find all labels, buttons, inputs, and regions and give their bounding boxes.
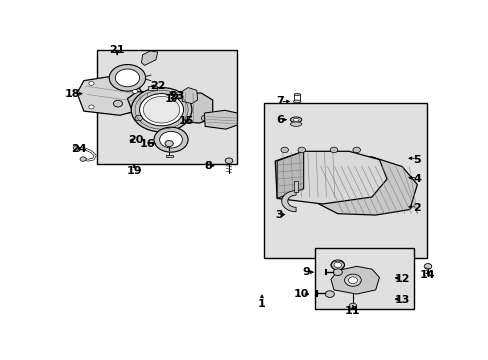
Text: 23: 23	[169, 91, 184, 102]
Circle shape	[330, 260, 344, 270]
Polygon shape	[277, 151, 303, 198]
Text: 2: 2	[413, 203, 420, 213]
Circle shape	[89, 105, 94, 109]
Ellipse shape	[290, 122, 301, 126]
Text: 4: 4	[412, 174, 421, 184]
Circle shape	[109, 64, 145, 91]
Text: 1: 1	[258, 299, 265, 309]
Ellipse shape	[290, 117, 301, 122]
Circle shape	[139, 94, 183, 126]
Circle shape	[352, 147, 360, 153]
Circle shape	[297, 147, 305, 153]
Text: 12: 12	[394, 274, 409, 284]
Polygon shape	[275, 151, 386, 204]
Polygon shape	[330, 266, 379, 294]
Text: 16: 16	[140, 139, 155, 149]
Circle shape	[159, 131, 182, 148]
Ellipse shape	[294, 93, 300, 96]
Bar	[147, 86, 157, 90]
Circle shape	[347, 277, 357, 284]
Text: 21: 21	[109, 45, 125, 55]
Text: 22: 22	[150, 81, 165, 91]
Text: 19: 19	[126, 166, 142, 176]
Bar	[97, 50, 237, 164]
Text: 6: 6	[276, 115, 284, 125]
Text: 18: 18	[64, 89, 80, 99]
Circle shape	[329, 147, 337, 153]
Circle shape	[80, 157, 86, 161]
Text: 7: 7	[276, 96, 284, 107]
Circle shape	[73, 146, 79, 150]
Text: 17: 17	[165, 94, 180, 104]
Bar	[314, 248, 413, 309]
Text: 11: 11	[345, 306, 360, 316]
Polygon shape	[141, 51, 158, 66]
Circle shape	[423, 264, 431, 269]
Ellipse shape	[293, 100, 301, 103]
Polygon shape	[181, 87, 197, 104]
Circle shape	[154, 127, 188, 152]
Polygon shape	[204, 110, 237, 129]
Polygon shape	[127, 92, 212, 123]
Text: 9: 9	[302, 267, 310, 277]
Circle shape	[113, 100, 122, 107]
Polygon shape	[318, 157, 416, 215]
Text: 8: 8	[204, 161, 212, 171]
Circle shape	[225, 158, 232, 163]
Text: 3: 3	[275, 210, 282, 220]
Circle shape	[201, 115, 208, 121]
Circle shape	[280, 147, 288, 153]
Text: 13: 13	[394, 296, 409, 305]
Polygon shape	[281, 191, 296, 212]
Text: 20: 20	[128, 135, 143, 145]
Circle shape	[143, 96, 180, 123]
Polygon shape	[77, 76, 142, 115]
Bar	[264, 103, 426, 258]
Circle shape	[332, 269, 342, 275]
Text: 10: 10	[293, 289, 309, 299]
Ellipse shape	[292, 118, 299, 121]
Circle shape	[132, 90, 138, 93]
Bar	[165, 155, 172, 157]
Circle shape	[164, 140, 173, 147]
Bar	[294, 181, 297, 192]
Circle shape	[325, 291, 334, 297]
Bar	[294, 94, 300, 102]
Circle shape	[131, 87, 191, 132]
Circle shape	[344, 274, 361, 286]
Circle shape	[348, 303, 356, 309]
Circle shape	[333, 262, 341, 268]
Text: 14: 14	[419, 270, 435, 280]
Text: 15: 15	[178, 116, 193, 126]
Circle shape	[135, 115, 142, 121]
Text: 5: 5	[413, 155, 420, 165]
Circle shape	[89, 81, 94, 85]
Text: 24: 24	[71, 144, 87, 154]
Circle shape	[115, 69, 139, 87]
